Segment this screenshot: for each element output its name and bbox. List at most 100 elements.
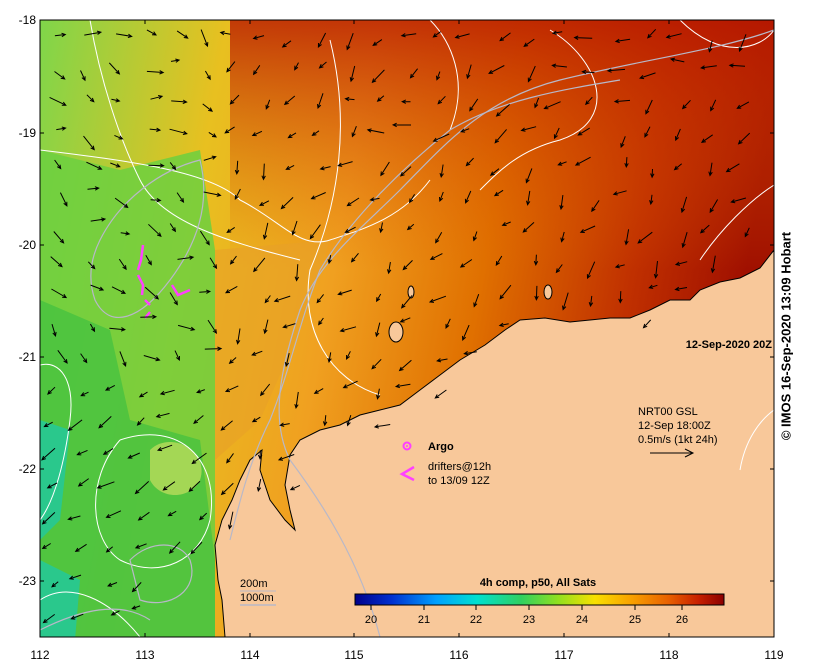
current-arrow [346,197,360,207]
current-arrow [150,197,162,203]
current-arrow [56,126,67,131]
current-arrow [349,65,356,83]
current-arrow [624,157,629,169]
current-arrow [138,391,148,398]
current-arrow [710,99,717,112]
current-arrow [708,40,713,53]
current-arrow [346,33,354,51]
current-arrow [83,135,95,151]
current-arrow [534,97,540,109]
current-arrow [526,190,531,206]
current-arrow [67,515,81,521]
current-arrow [148,223,162,237]
current-arrow [50,256,63,268]
x-tick-label: 118 [659,648,678,662]
current-arrow [618,291,623,304]
x-tick-label: 116 [449,648,468,662]
current-arrow [318,317,324,326]
current-arrow [669,57,685,63]
current-arrow [644,126,651,138]
current-arrow [202,103,214,112]
current-arrow [54,159,62,170]
current-arrow [68,574,82,580]
current-arrow [376,95,385,102]
current-arrow [337,289,352,296]
current-arrow [188,480,201,492]
current-arrow [159,389,175,396]
current-arrow [150,95,164,100]
current-arrow [700,134,713,143]
current-arrow [337,161,353,167]
current-arrow [131,582,142,593]
current-arrow [311,130,320,137]
current-arrow [220,482,234,496]
current-arrow [637,231,653,244]
current-arrow [108,62,121,75]
current-arrow [551,63,567,68]
current-arrow [77,478,89,487]
current-arrow [316,294,324,304]
current-arrow [744,227,750,238]
current-arrow [53,231,65,244]
current-arrow [612,190,627,196]
current-arrow [489,168,500,176]
current-arrow [229,255,237,265]
current-arrow [224,126,235,134]
current-arrow [284,352,290,368]
current-arrow [639,72,656,80]
current-arrow [41,512,56,525]
current-arrow [371,69,385,84]
current-arrow [387,262,392,275]
current-arrow [111,286,127,294]
current-arrow [401,99,411,104]
colorbar-tick: 24 [576,614,588,626]
current-arrow [624,229,630,246]
current-arrow [54,71,66,80]
current-arrow [399,166,412,177]
current-arrow [737,132,751,145]
current-arrow [294,391,299,410]
y-tick-label: -19 [19,126,37,140]
x-tick-label: 112 [30,648,49,662]
y-tick-label: -18 [19,13,37,27]
current-arrow [681,99,691,110]
current-arrow [285,164,295,170]
current-arrow [49,96,67,106]
current-arrow [494,129,507,144]
current-arrow [167,510,177,517]
isobath-1000-label: 1000m [240,592,274,604]
current-arrow [466,64,472,80]
current-arrow [263,319,269,335]
current-arrow [191,452,207,465]
current-arrow [193,415,204,425]
current-arrow [89,323,96,333]
current-arrow [551,30,563,35]
colorbar-title: 4h comp, p50, All Sats [480,577,596,589]
current-arrow [225,285,238,294]
current-arrow [236,328,241,345]
current-arrow [350,252,359,263]
current-arrow [710,255,716,274]
current-arrow [146,70,165,75]
current-arrow [439,164,444,179]
x-tick-label: 117 [554,648,573,662]
current-arrow [177,324,196,331]
current-arrow [291,220,298,236]
argo-label: Argo [428,441,454,453]
current-arrow [203,191,222,197]
current-arrow [429,253,443,260]
current-arrow [114,134,124,140]
current-arrow [228,357,237,364]
current-arrow [591,200,600,213]
y-axis: -18 -19 -20 -21 -22 -23 [19,13,37,588]
current-arrow [645,99,653,115]
current-arrow [110,162,121,168]
current-arrow [736,101,750,109]
current-arrow [373,424,391,429]
current-arrow [375,322,381,338]
current-arrow [465,157,474,167]
current-arrow [46,482,58,489]
current-arrow [155,412,170,418]
current-arrow [586,261,596,280]
